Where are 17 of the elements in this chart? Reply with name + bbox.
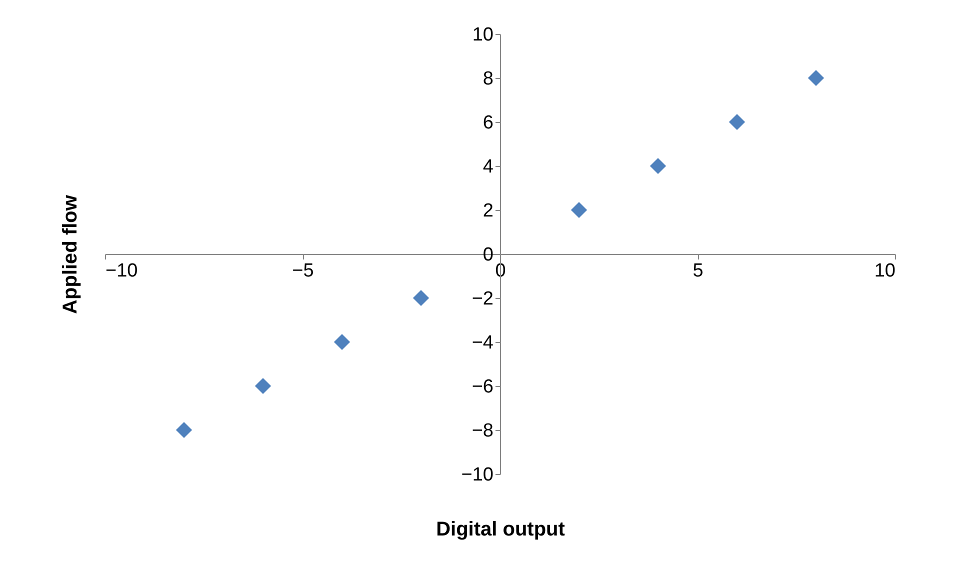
y-tick-label: −8 <box>472 420 494 442</box>
y-tick-label: 2 <box>482 200 494 222</box>
y-tick-label: −6 <box>472 376 494 398</box>
x-tick-label: −10 <box>106 260 138 282</box>
x-tick-label: −5 <box>292 260 314 282</box>
y-axis-title: Applied flow <box>60 194 82 314</box>
x-tick-label: 5 <box>692 260 704 282</box>
y-tick-label: 8 <box>482 68 494 90</box>
y-tick-label: 0 <box>482 244 494 266</box>
y-tick-label: 6 <box>482 112 494 134</box>
y-tick-label: −4 <box>472 332 494 354</box>
y-tick-label: 10 <box>472 24 494 46</box>
y-tick-label: 4 <box>482 156 494 178</box>
x-axis-title: Digital output <box>436 518 566 540</box>
y-tick-label: −2 <box>472 288 494 310</box>
y-tick-label: −10 <box>461 464 494 486</box>
x-tick-label: 10 <box>874 260 896 282</box>
